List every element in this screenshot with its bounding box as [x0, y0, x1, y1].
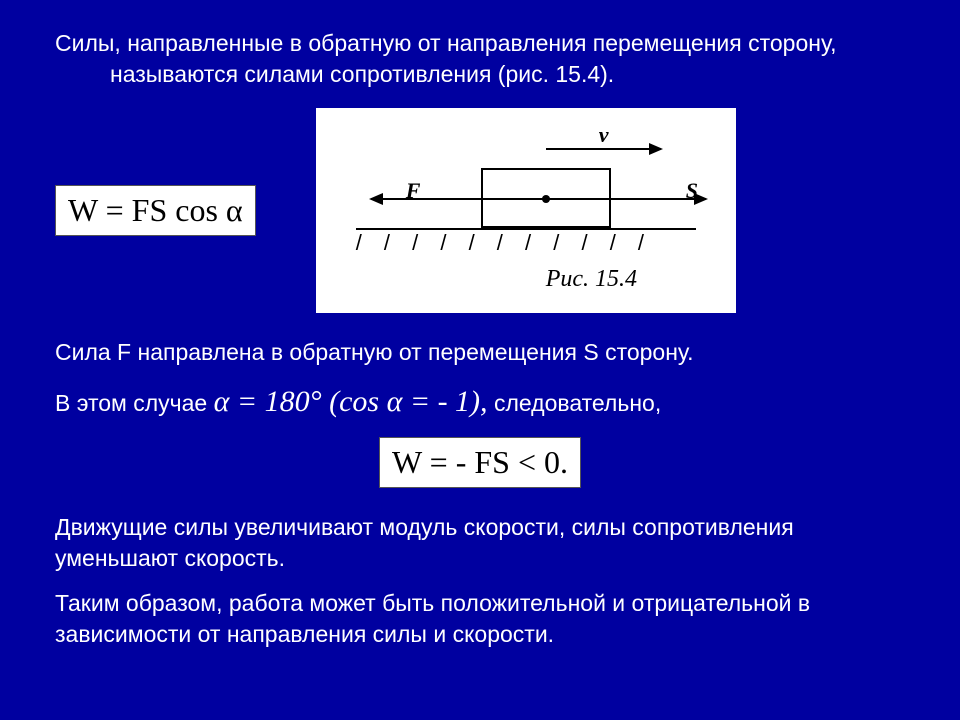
figure-15-4: v S F / / / / / / / / / / / Рис. 15.4	[316, 108, 736, 313]
formula-2-row: W = - FS < 0.	[55, 437, 905, 488]
p4-line: Движущие силы увеличивают модуль скорост…	[55, 512, 905, 574]
ground-hatching: / / / / / / / / / / /	[356, 230, 652, 256]
p3-suffix: следовательно,	[488, 390, 662, 416]
formula-and-diagram-row: W = FS cos α v S F / / / / / / / / / / /…	[55, 108, 905, 313]
p3-alpha-expression: α = 180° (cos α = - 1),	[214, 385, 488, 418]
paragraph-4: Движущие силы увеличивают модуль скорост…	[55, 512, 905, 574]
paragraph-3: В этом случае α = 180° (cos α = - 1), сл…	[55, 382, 905, 423]
label-v: v	[599, 122, 609, 148]
formula-work: W = FS cos α	[55, 185, 256, 236]
arrow-velocity	[546, 148, 661, 150]
arrow-displacement	[546, 198, 706, 200]
arrow-force	[371, 198, 546, 200]
paragraph-5: Таким образом, работа может быть положит…	[55, 588, 905, 650]
slide: Силы, направленные в обратную от направл…	[0, 0, 960, 684]
label-s: S	[686, 178, 698, 204]
diagram-container: v S F / / / / / / / / / / / Рис. 15.4	[316, 108, 736, 313]
p5-line: Таким образом, работа может быть положит…	[55, 588, 905, 650]
formula-negative-work: W = - FS < 0.	[379, 437, 581, 488]
p3-prefix: В этом случае	[55, 390, 214, 416]
paragraph-2: Сила F направлена в обратную от перемеще…	[55, 337, 905, 368]
label-f: F	[406, 178, 421, 204]
figure-caption: Рис. 15.4	[546, 266, 637, 293]
paragraph-1: Силы, направленные в обратную от направл…	[55, 28, 905, 90]
